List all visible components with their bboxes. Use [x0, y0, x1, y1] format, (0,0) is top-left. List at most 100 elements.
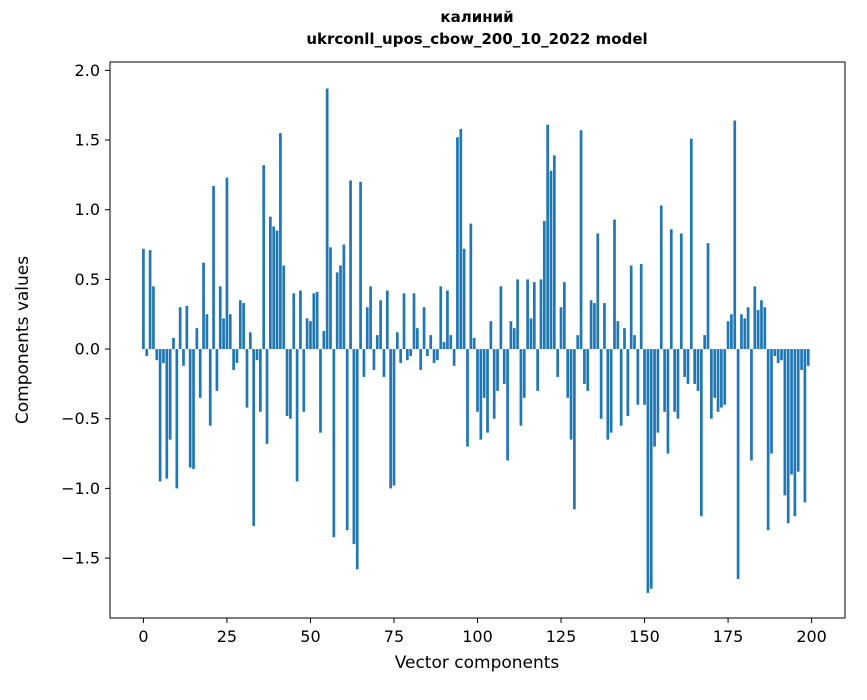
bar: [269, 216, 272, 350]
y-tick-label: −0.5: [61, 409, 100, 428]
x-tick-label: 175: [713, 627, 744, 646]
bar: [569, 349, 573, 440]
bar: [165, 349, 169, 479]
bar: [696, 349, 700, 391]
bar: [355, 349, 359, 570]
bar: [319, 349, 322, 433]
bar: [730, 314, 733, 350]
bar: [459, 128, 463, 350]
bar: [679, 233, 683, 350]
bar: [222, 318, 225, 350]
bar: [482, 349, 486, 398]
bar: [559, 307, 563, 350]
bar: [429, 335, 433, 350]
bar: [382, 349, 386, 377]
bar: [656, 349, 660, 433]
bar: [292, 293, 296, 350]
y-tick-label: 1.5: [75, 131, 100, 150]
bar: [689, 138, 693, 350]
bar: [673, 349, 676, 412]
bar: [218, 286, 222, 350]
bar: [546, 124, 550, 350]
bar: [653, 349, 656, 447]
bar: [596, 233, 600, 350]
bar: [519, 349, 523, 426]
bar: [740, 314, 743, 350]
bar: [609, 349, 613, 433]
bar: [566, 349, 570, 398]
bar: [359, 181, 362, 350]
bar: [623, 328, 626, 350]
bar: [512, 328, 516, 350]
bar: [760, 300, 763, 350]
bar: [576, 335, 580, 350]
x-tick-label: 0: [138, 627, 148, 646]
bar: [499, 286, 503, 350]
bar: [289, 349, 292, 419]
bar: [345, 349, 349, 531]
bar: [305, 318, 309, 350]
bar: [713, 349, 717, 398]
bar: [309, 321, 312, 350]
bar: [736, 349, 740, 579]
bar: [783, 349, 787, 496]
bar: [469, 223, 473, 350]
bar: [466, 349, 469, 447]
bar: [335, 272, 339, 350]
bar: [142, 248, 145, 350]
bar: [182, 349, 185, 366]
bar: [793, 349, 797, 517]
y-tick-label: 0.0: [75, 340, 100, 359]
bar: [395, 332, 399, 350]
bar: [332, 349, 336, 538]
bar: [446, 290, 449, 350]
bar: [419, 349, 423, 370]
bar: [208, 349, 212, 426]
bar: [536, 349, 539, 391]
bar: [706, 243, 710, 350]
bar: [800, 349, 803, 370]
bar: [489, 321, 493, 350]
bar: [743, 318, 747, 350]
bar: [726, 321, 730, 350]
bar: [422, 307, 426, 350]
y-tick-label: −1.5: [61, 549, 100, 568]
bar: [733, 120, 737, 350]
bar: [790, 349, 793, 475]
bar: [663, 349, 666, 412]
x-tick-label: 200: [796, 627, 827, 646]
bar: [626, 349, 630, 416]
bar: [409, 349, 413, 357]
bar: [703, 335, 707, 350]
bar: [599, 349, 603, 419]
bar: [439, 286, 443, 350]
bar: [542, 220, 546, 350]
bar: [178, 307, 182, 350]
bar: [155, 349, 159, 361]
bar: [633, 335, 636, 350]
y-tick-label: 0.5: [75, 270, 100, 289]
bar: [720, 349, 723, 408]
y-tick-label: 1.0: [75, 200, 100, 219]
bar: [412, 293, 416, 350]
bar: [723, 349, 727, 405]
bar: [339, 265, 342, 350]
bar: [152, 286, 155, 350]
bar: [492, 349, 496, 419]
bar: [669, 229, 673, 350]
bar: [379, 300, 382, 350]
bar: [399, 349, 403, 363]
bar: [773, 349, 777, 357]
bar: [162, 349, 165, 363]
bar: [258, 349, 262, 412]
x-tick-label: 150: [629, 627, 660, 646]
bar: [589, 300, 593, 350]
bar: [185, 305, 189, 350]
bar: [188, 349, 192, 468]
bar: [312, 293, 316, 350]
bar: [456, 137, 459, 350]
bar: [603, 303, 606, 350]
bar: [643, 349, 646, 405]
bar: [245, 349, 249, 408]
bar: [549, 170, 553, 350]
